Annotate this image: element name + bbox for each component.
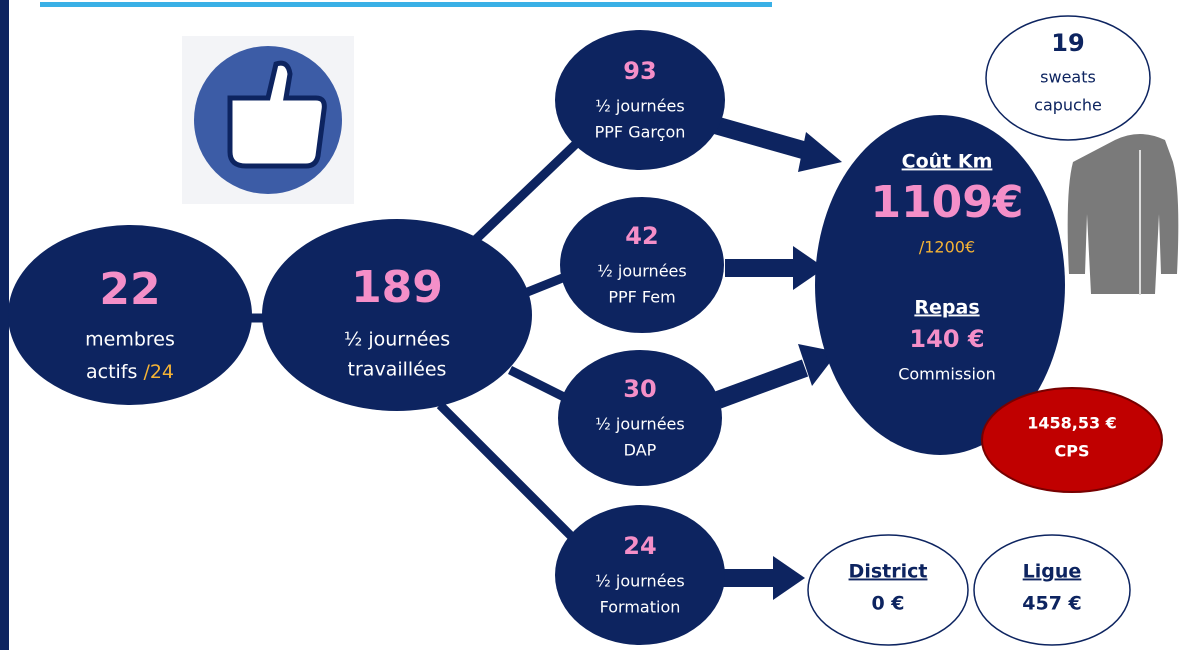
title-underline <box>40 2 772 7</box>
side-bar <box>0 0 9 650</box>
meal-value: 140 € <box>909 325 984 353</box>
district-value: 0 € <box>871 593 904 615</box>
diagram: 22 membres actifs /24 189 ½ journées tra… <box>0 0 1180 650</box>
arrows <box>715 125 842 600</box>
members-value: 22 <box>99 264 160 315</box>
district-node <box>808 535 968 645</box>
meal-note: Commission <box>898 365 996 384</box>
members-label: actifs <box>86 361 137 383</box>
activity-label: Formation <box>600 598 681 617</box>
activity-value: 30 <box>623 375 656 403</box>
sweats-value: 19 <box>1051 29 1084 57</box>
members-label: actifs /24 <box>86 361 174 383</box>
ligue-title: Ligue <box>1023 561 1082 583</box>
sweats-label: capuche <box>1034 96 1102 115</box>
activities: 93 ½ journées PPF Garçon 42 ½ journées PPF Fe… <box>555 30 725 645</box>
cps-node <box>982 388 1162 492</box>
district-title: District <box>849 561 928 583</box>
members-label: membres <box>85 329 175 351</box>
km-title: Coût Km <box>902 151 993 173</box>
activity-label: ½ journées <box>595 97 684 116</box>
activity-label: PPF Fem <box>608 288 675 307</box>
activity-label: ½ journées <box>597 262 686 281</box>
activity-value: 24 <box>623 532 656 560</box>
activity-label: ½ journées <box>595 572 684 591</box>
hoodie-image <box>1068 134 1179 294</box>
cps-value: 1458,53 € <box>1027 414 1117 433</box>
ligue-value: 457 € <box>1022 593 1082 615</box>
activity-label: DAP <box>624 441 657 460</box>
activity-value: 93 <box>623 57 656 85</box>
km-value: 1109€ <box>870 177 1023 228</box>
cps-label: CPS <box>1055 442 1090 461</box>
page: {"members":{"value":22,"label_1":"membre… <box>0 0 1180 650</box>
activity-label: PPF Garçon <box>595 123 686 142</box>
worked-label: ½ journées <box>344 329 450 351</box>
ligue-node <box>974 535 1130 645</box>
activity-value: 42 <box>625 222 658 250</box>
body: 22 membres actifs /24 189 ½ journées tra… <box>0 0 1180 650</box>
members-total: /24 <box>143 361 174 383</box>
meal-title: Repas <box>914 297 979 319</box>
sweats-label: sweats <box>1040 68 1096 87</box>
activity-label: ½ journées <box>595 415 684 434</box>
worked-label: travaillées <box>348 359 447 381</box>
km-budget: /1200€ <box>919 238 975 257</box>
worked-value: 189 <box>351 262 443 313</box>
worked-node <box>262 219 532 411</box>
